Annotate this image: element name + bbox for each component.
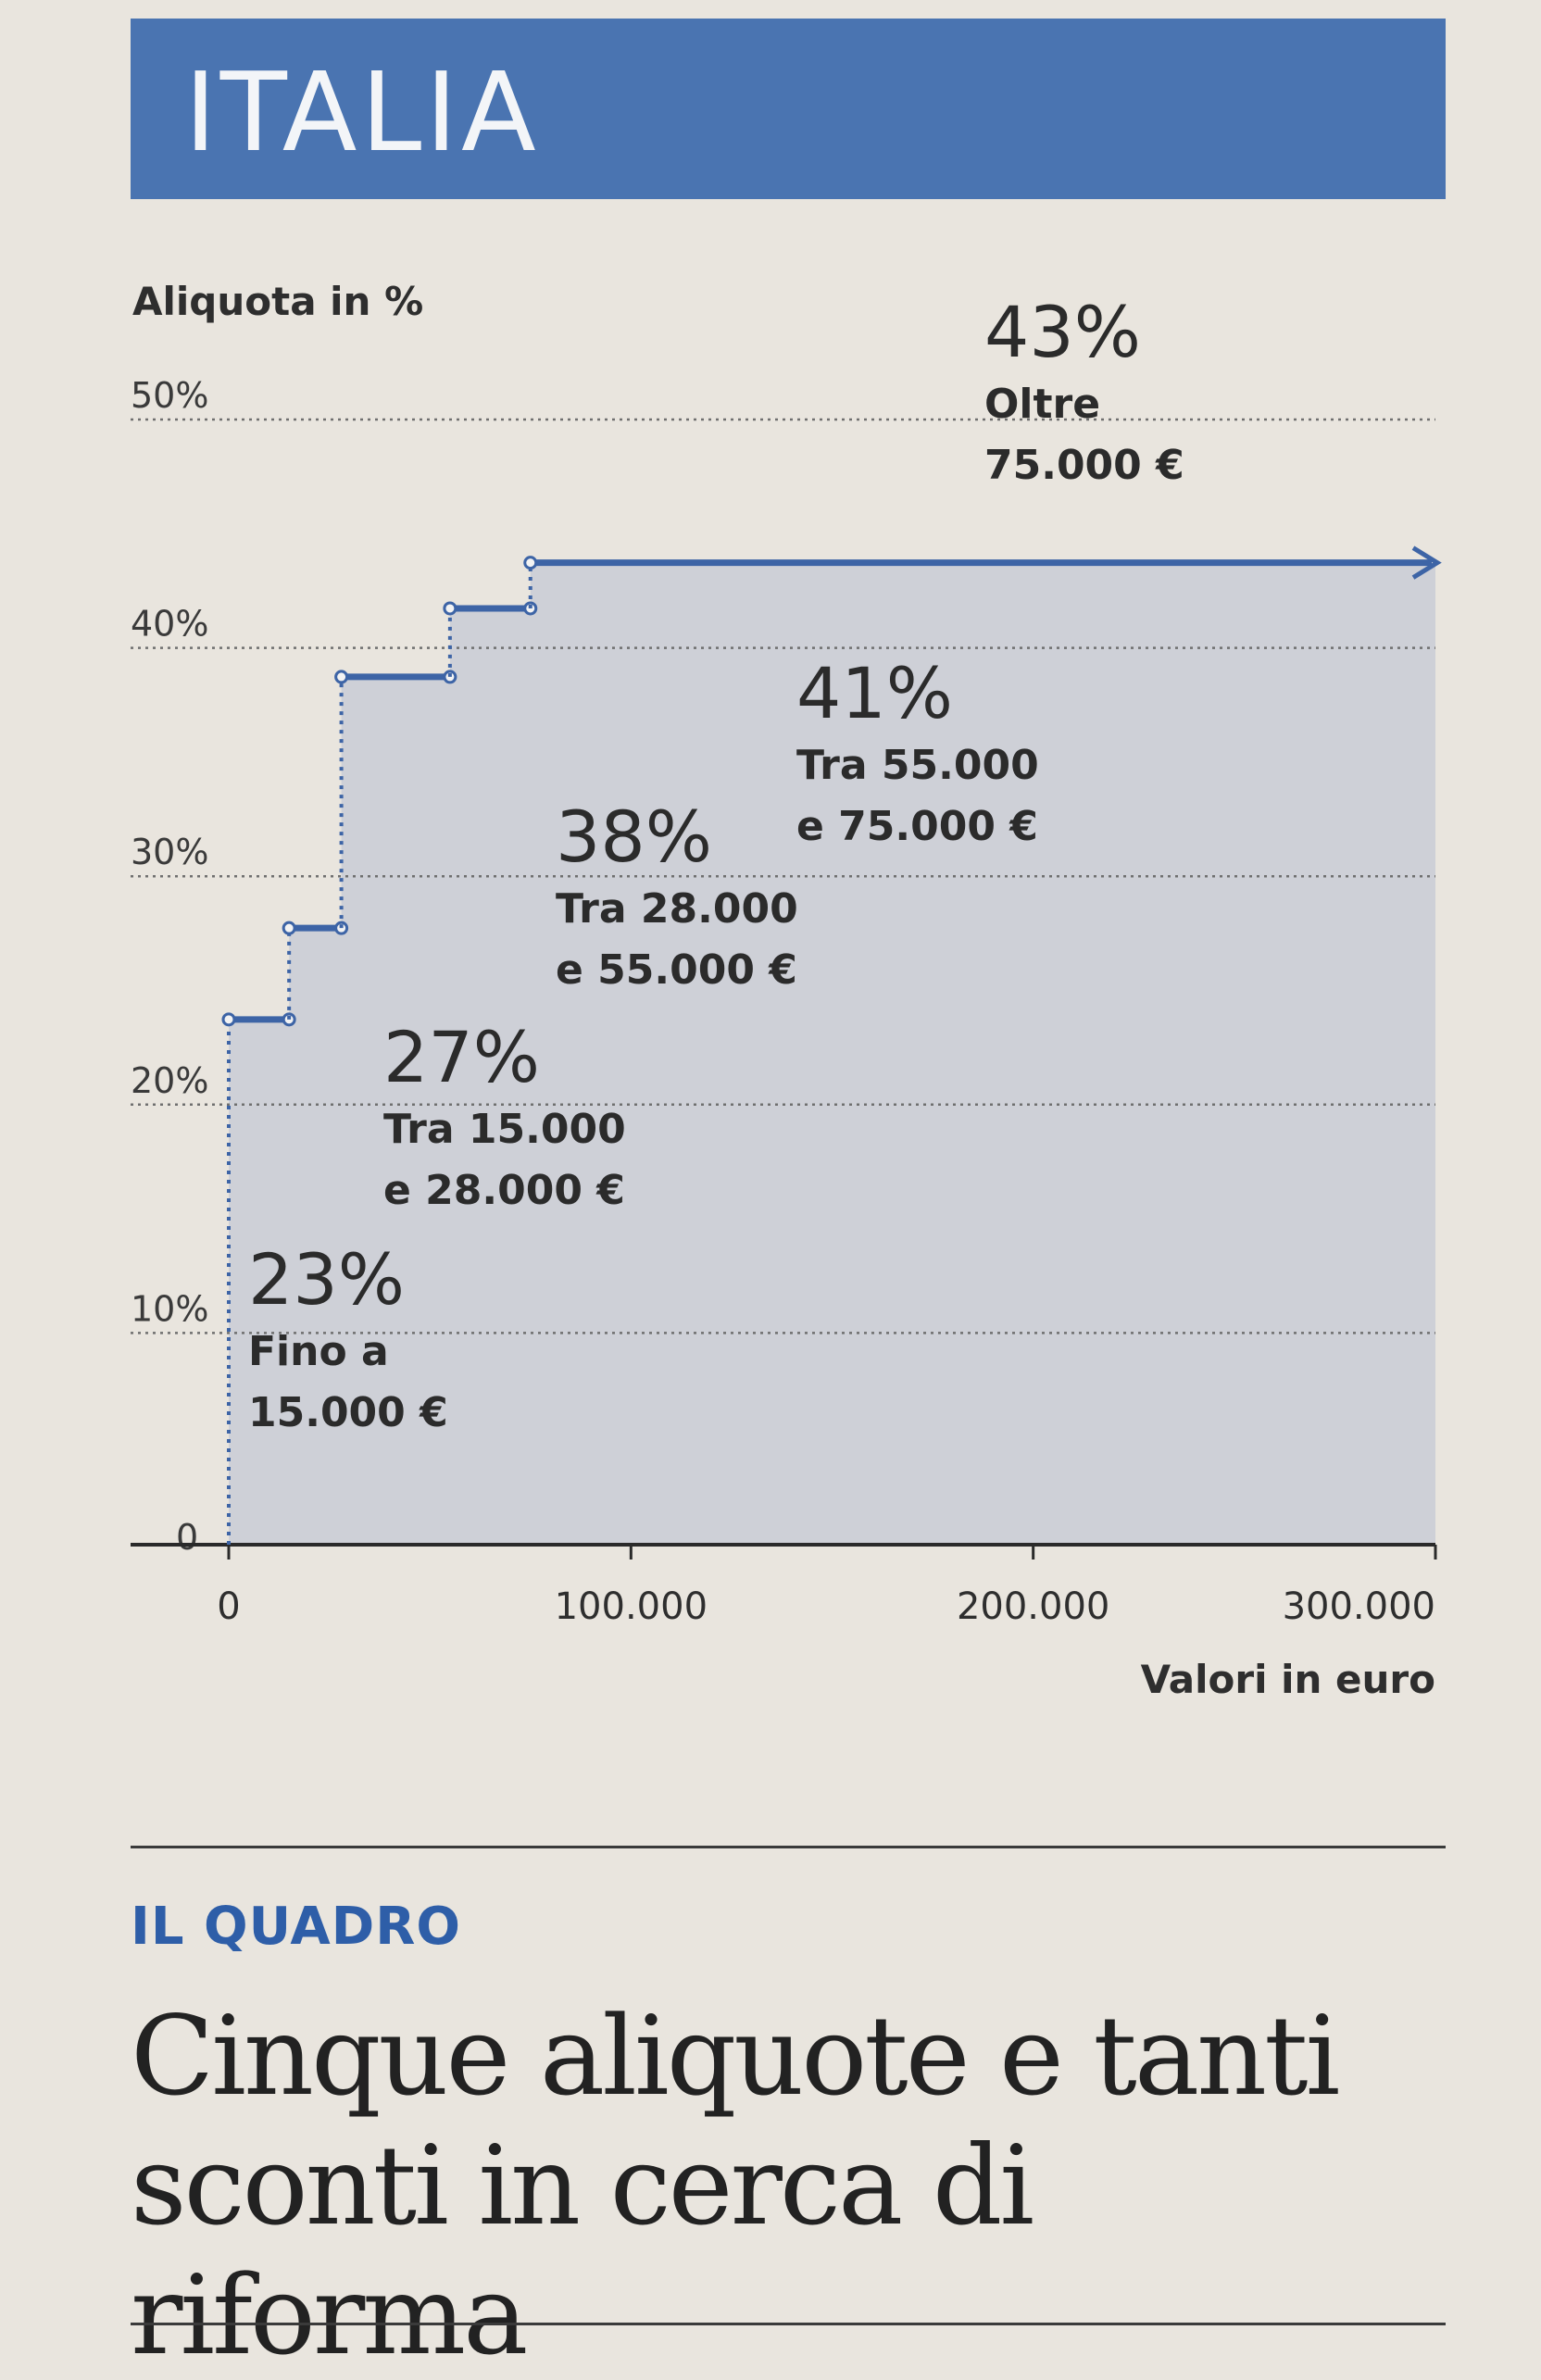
y-tick-label: 50% (131, 375, 208, 416)
bracket-range-line1: Tra 55.000 (796, 742, 1039, 789)
bracket-rate: 43% (984, 291, 1141, 373)
bracket-range-line1: Oltre (984, 381, 1100, 428)
x-axis-title: Valori in euro (1141, 1657, 1435, 1702)
y-axis-title: Aliquota in % (132, 279, 423, 324)
bracket-range-line2: e 55.000 € (556, 946, 797, 994)
bracket-rate: 38% (556, 795, 712, 878)
bracket-rate: 23% (248, 1238, 405, 1321)
divider-bottom (131, 2323, 1446, 2325)
section-title: ITALIA (184, 48, 540, 176)
y-tick-label: 30% (131, 832, 208, 872)
bracket-range-line2: e 28.000 € (383, 1167, 625, 1214)
bracket-range-line1: Tra 15.000 (383, 1106, 626, 1153)
step-node (523, 556, 538, 570)
bracket-range-line2: 15.000 € (248, 1389, 448, 1436)
bracket-range-line2: 75.000 € (984, 442, 1184, 489)
section-banner: ITALIA (131, 19, 1446, 199)
x-tick-label: 200.000 (957, 1585, 1109, 1628)
bracket-range-line2: e 75.000 € (796, 803, 1038, 850)
article-kicker: IL QUADRO (131, 1897, 461, 1957)
x-tick-label: 0 (217, 1585, 240, 1628)
step-node (221, 1012, 236, 1027)
bracket-rate: 27% (383, 1016, 540, 1098)
step-node (334, 670, 349, 684)
area-fill (229, 562, 1435, 1545)
x-tick-label: 300.000 (1283, 1585, 1435, 1628)
arrow-icon (1411, 545, 1442, 580)
divider-top (131, 1846, 1446, 1848)
bracket-range-line1: Fino a (248, 1328, 389, 1375)
step-node (282, 921, 296, 935)
x-tick-label: 100.000 (555, 1585, 708, 1628)
article-headline: Cinque aliquote e tanti sconti in cerca … (131, 1992, 1340, 2379)
tax-rate-chart: 010%20%30%40%50% 0 100.000 200.000 300.000 … (131, 279, 1442, 1702)
y-tick-label: 40% (131, 604, 208, 645)
y-tick-label: 20% (131, 1060, 208, 1101)
bracket-rate: 41% (796, 652, 953, 734)
step-node (443, 601, 457, 616)
bracket-range-line1: Tra 28.000 (556, 885, 798, 933)
y-tick-label: 10% (131, 1288, 208, 1329)
y-tick-label: 0 (176, 1517, 198, 1558)
